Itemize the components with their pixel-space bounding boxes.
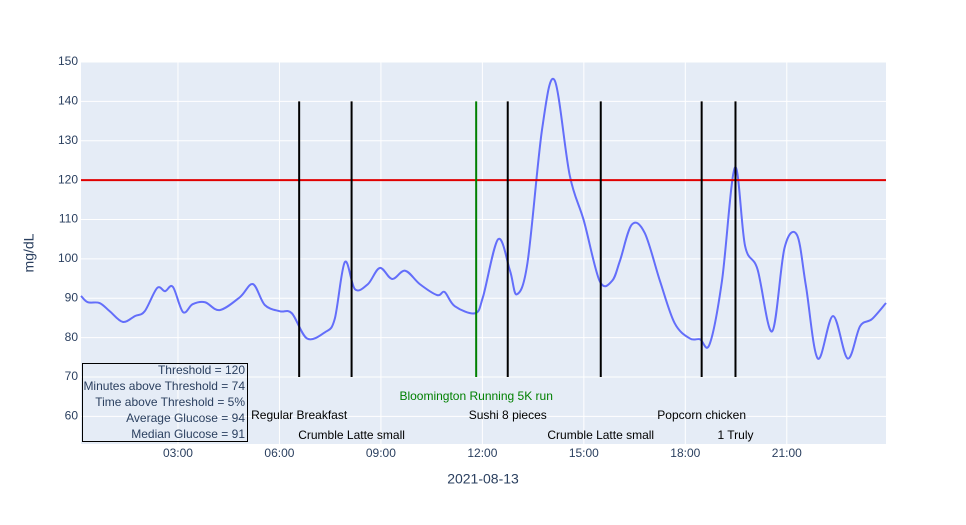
y-tick-label: 80 [65,330,79,344]
x-tick-label: 21:00 [772,446,802,460]
x-tick-label: 09:00 [366,446,396,460]
x-tick-label: 03:00 [163,446,193,460]
y-tick-label: 70 [65,369,79,383]
event-label: Crumble Latte small [547,428,654,442]
y-tick-label: 120 [58,172,78,186]
event-label: Sushi 8 pieces [469,408,547,422]
stats-text: Threshold = 120 [158,363,245,377]
event-label: Popcorn chicken [657,408,746,422]
event-label: 1 Truly [717,428,753,442]
y-tick-label: 130 [58,133,78,147]
stats-box [82,363,248,442]
stats-text: Time above Threshold = 5% [95,395,245,409]
stats-text: Minutes above Threshold = 74 [83,379,245,393]
glucose-line [80,77,887,360]
event-label: Crumble Latte small [298,428,405,442]
plot-area [81,62,886,444]
stats-text: Average Glucose = 94 [126,411,245,425]
y-tick-label: 150 [58,54,78,68]
y-tick-label: 90 [65,290,79,304]
x-tick-label: 18:00 [670,446,700,460]
y-tick-label: 100 [58,251,78,265]
y-tick-label: 60 [65,409,79,423]
event-label: Bloomington Running 5K run [399,389,552,403]
y-axis-title: mg/dL [21,233,37,272]
x-tick-label: 15:00 [569,446,599,460]
event-label: Regular Breakfast [251,408,348,422]
x-axis-title: 2021-08-13 [447,471,519,487]
stats-text: Median Glucose = 91 [131,427,245,441]
x-tick-label: 12:00 [467,446,497,460]
x-tick-label: 06:00 [264,446,294,460]
y-tick-label: 110 [59,212,78,226]
y-tick-label: 140 [58,94,78,108]
